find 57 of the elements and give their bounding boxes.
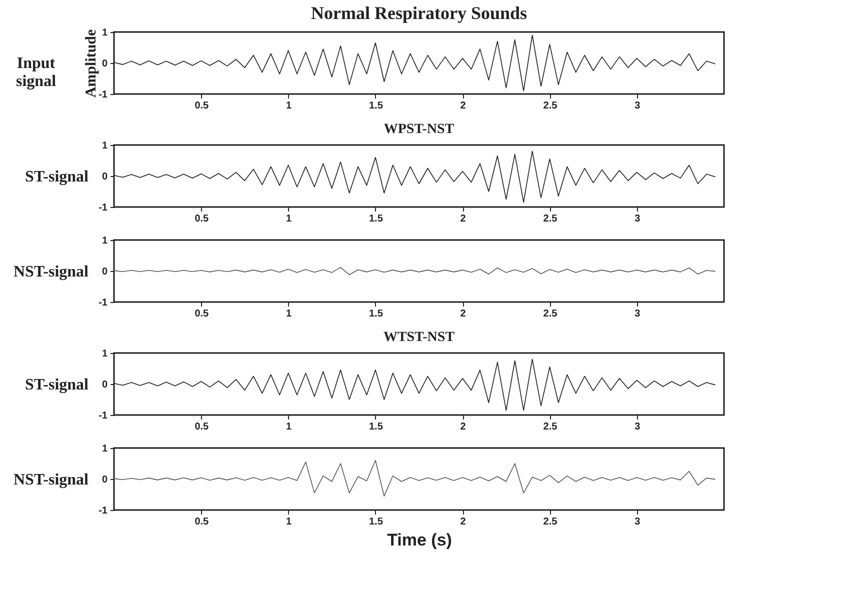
x-tick-label: 1.5 [368,516,384,528]
x-tick-label: 1 [286,214,292,224]
x-tick-label: 1 [286,516,292,528]
x-tick-label: 2.5 [543,516,558,528]
y-tick-label: 0 [102,172,108,182]
x-tick-label: 2.5 [543,308,558,320]
chart-title: WTST-NST [383,330,456,345]
y-tick-label: 0 [102,58,108,70]
x-tick-label: 1 [286,308,292,320]
y-tick-label: 0 [102,474,108,486]
y-tick-label: 1 [102,236,108,246]
x-tick-label: 2.5 [543,100,558,112]
x-axis-title: Time (s) [387,530,452,550]
x-tick-label: 2.5 [543,422,558,432]
x-tick-label: 2 [460,308,466,320]
x-tick-label: 3 [634,308,641,320]
y-tick-label: -1 [98,90,108,100]
y-tick-label: -1 [98,202,108,214]
x-tick-label: 3 [634,422,641,432]
x-tick-label: 2 [460,516,466,528]
y-axis-title: ST-signal [25,168,90,186]
chart-title: Normal Respiratory Sounds [310,3,528,23]
y-tick-label: 1 [102,140,108,152]
x-tick-label: 0.5 [194,308,210,320]
y-axis-title: Amplitude [84,28,100,98]
x-tick-label: 1 [286,422,292,432]
y-tick-label: -1 [98,410,108,422]
x-tick-label: 1.5 [368,100,384,112]
y-axis-title: NST-signal [14,264,90,280]
y-tick-label: 1 [102,348,108,360]
x-tick-label: 0.5 [194,422,210,432]
text: Input signal [16,55,57,90]
line-series [114,266,716,276]
x-tick-label: 2 [460,422,466,432]
x-tick-label: 1.5 [368,308,384,320]
y-tick-label: 1 [102,28,108,38]
x-tick-label: 1.5 [368,214,384,224]
line-series [114,460,716,496]
x-tick-label: 2 [460,214,466,224]
x-tick-label: 0.5 [194,214,210,224]
x-tick-label: 3 [634,100,641,112]
x-tick-label: 1.5 [368,422,384,432]
y-tick-label: 0 [102,380,108,390]
x-tick-label: 0.5 [194,516,210,528]
x-tick-label: 2.5 [543,214,558,224]
y-tick-label: 1 [102,444,108,454]
x-tick-label: 3 [634,214,641,224]
x-tick-label: 3 [634,516,641,528]
y-tick-label: -1 [98,298,108,308]
y-tick-label: 0 [102,266,108,278]
y-axis-title: NST-signal [14,472,90,488]
y-tick-label: -1 [98,506,108,516]
x-tick-label: 2 [460,100,466,112]
x-tick-label: 1 [286,100,292,112]
y-axis-title: ST-signal [25,376,90,394]
x-tick-label: 0.5 [194,100,210,112]
chart-title: WPST-NST [384,122,455,137]
